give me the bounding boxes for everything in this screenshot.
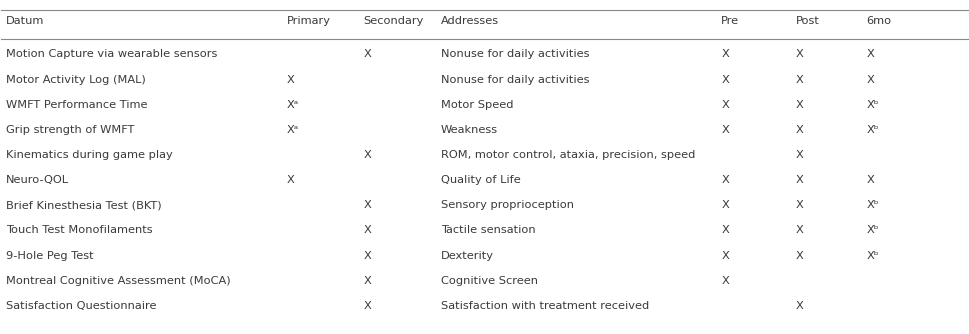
Text: X: X xyxy=(796,175,803,185)
Text: Xᵃ: Xᵃ xyxy=(287,125,298,135)
Text: X: X xyxy=(796,49,803,59)
Text: X: X xyxy=(721,225,729,235)
Text: Xᵇ: Xᵇ xyxy=(866,225,879,235)
Text: Xᵇ: Xᵇ xyxy=(866,200,879,210)
Text: X: X xyxy=(721,74,729,85)
Text: Quality of Life: Quality of Life xyxy=(441,175,520,185)
Text: Pre: Pre xyxy=(721,16,739,26)
Text: Xᵃ: Xᵃ xyxy=(287,100,298,110)
Text: Post: Post xyxy=(796,16,820,26)
Text: 6mo: 6mo xyxy=(866,16,891,26)
Text: X: X xyxy=(796,250,803,261)
Text: X: X xyxy=(796,225,803,235)
Text: Primary: Primary xyxy=(287,16,330,26)
Text: X: X xyxy=(796,150,803,160)
Text: X: X xyxy=(363,225,371,235)
Text: X: X xyxy=(796,100,803,110)
Text: X: X xyxy=(363,276,371,286)
Text: Motion Capture via wearable sensors: Motion Capture via wearable sensors xyxy=(6,49,218,59)
Text: X: X xyxy=(721,100,729,110)
Text: Motor Speed: Motor Speed xyxy=(441,100,514,110)
Text: Xᵇ: Xᵇ xyxy=(866,125,879,135)
Text: Datum: Datum xyxy=(6,16,45,26)
Text: Addresses: Addresses xyxy=(441,16,499,26)
Text: WMFT Performance Time: WMFT Performance Time xyxy=(6,100,147,110)
Text: ROM, motor control, ataxia, precision, speed: ROM, motor control, ataxia, precision, s… xyxy=(441,150,696,160)
Text: X: X xyxy=(363,250,371,261)
Text: Nonuse for daily activities: Nonuse for daily activities xyxy=(441,74,589,85)
Text: X: X xyxy=(796,301,803,311)
Text: X: X xyxy=(363,49,371,59)
Text: Touch Test Monofilaments: Touch Test Monofilaments xyxy=(6,225,153,235)
Text: X: X xyxy=(287,74,295,85)
Text: Satisfaction with treatment received: Satisfaction with treatment received xyxy=(441,301,649,311)
Text: Xᵇ: Xᵇ xyxy=(866,100,879,110)
Text: X: X xyxy=(363,301,371,311)
Text: Satisfaction Questionnaire: Satisfaction Questionnaire xyxy=(6,301,157,311)
Text: Neuro-QOL: Neuro-QOL xyxy=(6,175,69,185)
Text: Montreal Cognitive Assessment (MoCA): Montreal Cognitive Assessment (MoCA) xyxy=(6,276,231,286)
Text: X: X xyxy=(721,175,729,185)
Text: X: X xyxy=(866,175,874,185)
Text: Grip strength of WMFT: Grip strength of WMFT xyxy=(6,125,135,135)
Text: Kinematics during game play: Kinematics during game play xyxy=(6,150,173,160)
Text: X: X xyxy=(721,276,729,286)
Text: Cognitive Screen: Cognitive Screen xyxy=(441,276,538,286)
Text: X: X xyxy=(721,200,729,210)
Text: X: X xyxy=(796,200,803,210)
Text: Weakness: Weakness xyxy=(441,125,498,135)
Text: Tactile sensation: Tactile sensation xyxy=(441,225,536,235)
Text: Motor Activity Log (MAL): Motor Activity Log (MAL) xyxy=(6,74,146,85)
Text: X: X xyxy=(363,200,371,210)
Text: X: X xyxy=(287,175,295,185)
Text: X: X xyxy=(796,74,803,85)
Text: Secondary: Secondary xyxy=(363,16,424,26)
Text: 9-Hole Peg Test: 9-Hole Peg Test xyxy=(6,250,94,261)
Text: X: X xyxy=(796,125,803,135)
Text: X: X xyxy=(866,49,874,59)
Text: X: X xyxy=(363,150,371,160)
Text: X: X xyxy=(721,250,729,261)
Text: Nonuse for daily activities: Nonuse for daily activities xyxy=(441,49,589,59)
Text: X: X xyxy=(866,74,874,85)
Text: Xᵇ: Xᵇ xyxy=(866,250,879,261)
Text: Dexterity: Dexterity xyxy=(441,250,494,261)
Text: Sensory proprioception: Sensory proprioception xyxy=(441,200,574,210)
Text: X: X xyxy=(721,125,729,135)
Text: Brief Kinesthesia Test (BKT): Brief Kinesthesia Test (BKT) xyxy=(6,200,162,210)
Text: X: X xyxy=(721,49,729,59)
